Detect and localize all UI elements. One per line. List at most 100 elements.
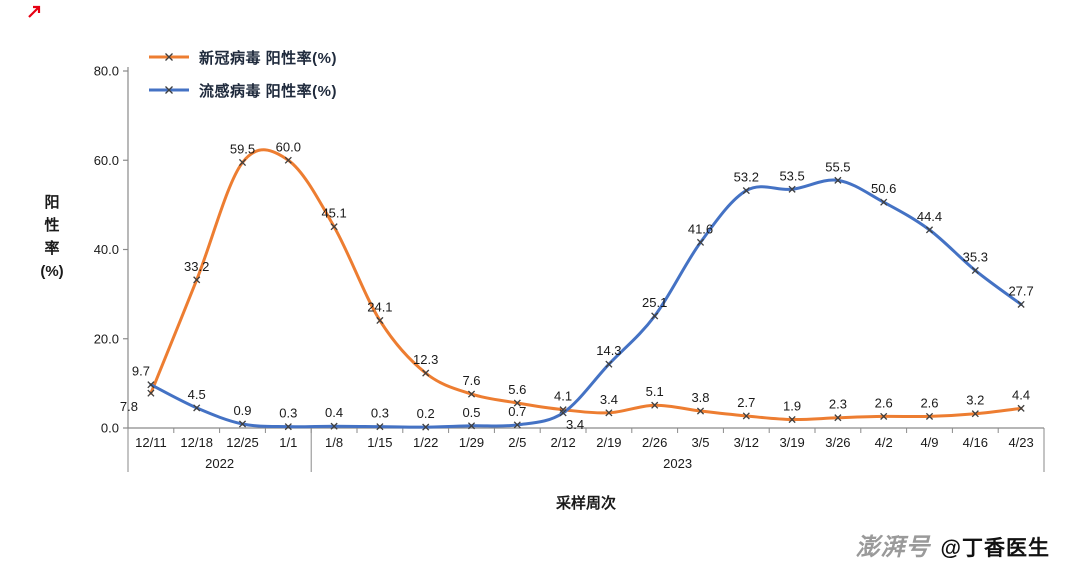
x-tick-label: 4/2 <box>875 435 893 450</box>
data-label: 33.2 <box>184 259 209 274</box>
x-tick-label: 1/1 <box>279 435 297 450</box>
data-label: 4.1 <box>554 389 572 404</box>
data-label: 3.2 <box>966 393 984 408</box>
point-marker-icon <box>788 185 796 193</box>
data-label: 3.4 <box>600 392 618 407</box>
point-marker-icon <box>376 423 384 431</box>
x-tick-label: 2/12 <box>550 435 575 450</box>
axes: 0.0 20.0 40.0 60.0 80.0 12/11 12/18 12/25 1/1 1/8… <box>40 64 1045 512</box>
data-label: 5.6 <box>508 382 526 397</box>
data-label: 0.3 <box>279 406 297 421</box>
y-axis-title: 率 <box>44 239 59 257</box>
point-marker-icon <box>513 421 521 429</box>
y-tick-label: 40.0 <box>94 242 119 257</box>
x-tick-label: 2/19 <box>596 435 621 450</box>
data-label: 0.3 <box>371 406 389 421</box>
data-label: 44.4 <box>917 209 942 224</box>
point-marker-icon <box>788 415 796 424</box>
data-label: 2.7 <box>737 395 755 410</box>
series-flu: 9.7 4.5 0.9 0.3 0.4 0.3 0.2 0.5 0.7 3.4 14.3 25.1 41… <box>132 159 1034 431</box>
y-tick-label: 60.0 <box>94 153 119 168</box>
point-marker-icon <box>467 422 476 430</box>
watermark-account: @丁香医生 <box>940 537 1050 560</box>
x-axis-title: 采样周次 <box>555 494 616 512</box>
point-marker-icon <box>330 223 338 231</box>
data-label: 0.2 <box>417 406 435 421</box>
data-label: 9.7 <box>132 364 150 379</box>
data-label: 59.5 <box>230 141 255 156</box>
y-axis-title: 阳 <box>44 194 59 211</box>
point-marker-icon <box>330 422 338 430</box>
x-tick-label: 3/12 <box>734 435 759 450</box>
data-label: 0.7 <box>508 404 526 419</box>
y-axis-title: (%) <box>40 263 63 280</box>
point-marker-icon <box>467 390 476 398</box>
point-marker-icon <box>696 238 705 246</box>
data-label: 60.0 <box>276 139 301 154</box>
y-tick-label: 20.0 <box>94 331 119 346</box>
y-tick-label: 80.0 <box>94 64 119 79</box>
point-marker-icon <box>651 312 659 320</box>
point-marker-icon <box>193 404 201 412</box>
point-marker-icon <box>422 423 430 431</box>
point-marker-icon <box>834 176 842 184</box>
point-marker-icon <box>925 412 934 420</box>
point-marker-icon <box>238 158 247 167</box>
data-label: 1.9 <box>783 399 801 414</box>
y-axis-title: 性 <box>44 216 59 234</box>
data-label: 4.4 <box>1012 387 1030 402</box>
data-label: 3.4 <box>566 417 584 432</box>
point-marker-icon <box>742 187 750 195</box>
y-tick-label: 0.0 <box>101 421 119 436</box>
x-tick-label: 4/23 <box>1008 435 1033 450</box>
x-tick-label: 1/22 <box>413 435 438 450</box>
point-marker-icon <box>238 420 247 428</box>
year-label: 2023 <box>663 456 692 471</box>
data-label: 25.1 <box>642 295 667 310</box>
data-label: 50.6 <box>871 181 896 196</box>
point-marker-icon <box>880 198 888 206</box>
data-label: 7.6 <box>462 373 480 388</box>
point-marker-icon <box>742 412 750 420</box>
series-covid: 7.8 33.2 59.5 60.0 45.1 24.1 12.3 7.6 5.6 4.1 3.4 5… <box>120 139 1030 424</box>
data-label: 53.2 <box>734 170 759 185</box>
point-marker-icon <box>651 401 659 409</box>
watermark-brand: 澎湃号 <box>855 534 931 561</box>
point-marker-icon <box>1017 300 1025 308</box>
red-corner-mark <box>26 4 42 20</box>
data-label: 35.3 <box>963 249 988 264</box>
data-label: 27.7 <box>1008 283 1033 298</box>
x-tick-label: 3/5 <box>691 435 709 450</box>
data-label: 41.6 <box>688 221 713 236</box>
legend-item-covid: 新冠病毒 阳性率(%) <box>148 44 337 70</box>
point-marker-icon <box>1017 404 1025 412</box>
data-label: 0.9 <box>233 403 251 418</box>
x-tick-label: 12/18 <box>180 435 213 450</box>
data-label: 3.8 <box>691 390 709 405</box>
point-marker-icon <box>696 407 705 415</box>
data-label: 55.5 <box>825 159 850 174</box>
legend-item-flu: 流感病毒 阳性率(%) <box>148 77 337 103</box>
point-marker-icon <box>147 381 155 389</box>
point-marker-icon <box>559 409 567 417</box>
covid-line-sample-icon <box>149 53 189 61</box>
point-marker-icon <box>834 414 842 422</box>
x-tick-label: 4/16 <box>963 435 988 450</box>
data-label: 5.1 <box>646 384 664 399</box>
point-marker-icon <box>605 409 613 417</box>
data-label: 12.3 <box>413 352 438 367</box>
x-tick-label: 2/5 <box>508 435 526 450</box>
point-marker-icon <box>284 156 292 164</box>
point-marker-icon <box>193 276 201 284</box>
data-label: 45.1 <box>321 206 346 221</box>
x-tick-label: 3/26 <box>825 435 850 450</box>
point-marker-icon <box>971 410 979 418</box>
legend-label-covid: 新冠病毒 阳性率(%) <box>199 49 337 67</box>
data-label: 2.6 <box>920 395 938 410</box>
legend: 新冠病毒 阳性率(%) 流感病毒 阳性率(%) <box>148 44 337 103</box>
x-tick-label: 1/8 <box>325 435 343 450</box>
year-label: 2022 <box>205 456 234 471</box>
x-tick-label: 3/19 <box>779 435 804 450</box>
